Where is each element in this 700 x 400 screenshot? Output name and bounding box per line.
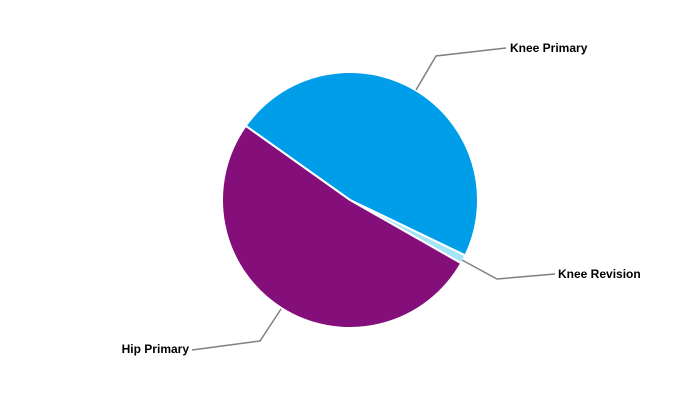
leader-line [461, 259, 556, 280]
pie-slice-knee-primary [244, 71, 479, 257]
pie-slice-hip-primary [221, 124, 463, 329]
leader-line [191, 308, 282, 351]
slice-label: Hip Primary [122, 342, 190, 356]
slice-label: Knee Revision [558, 267, 641, 281]
slice-label: Knee Primary [510, 41, 588, 55]
leader-line [415, 47, 507, 91]
